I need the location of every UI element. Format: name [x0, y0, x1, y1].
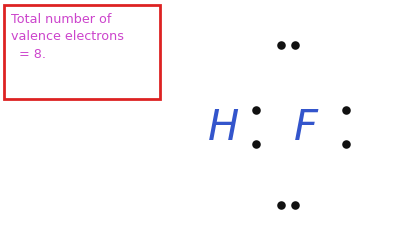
Point — [292, 204, 299, 207]
Point — [278, 204, 284, 207]
Text: F: F — [294, 106, 318, 148]
Point — [292, 44, 299, 47]
Point — [253, 108, 259, 112]
Point — [253, 142, 259, 146]
FancyBboxPatch shape — [4, 6, 160, 100]
Text: H: H — [207, 106, 239, 148]
Point — [342, 142, 349, 146]
Point — [342, 108, 349, 112]
Text: Total number of
valence electrons
  = 8.: Total number of valence electrons = 8. — [11, 12, 124, 60]
Point — [278, 44, 284, 47]
